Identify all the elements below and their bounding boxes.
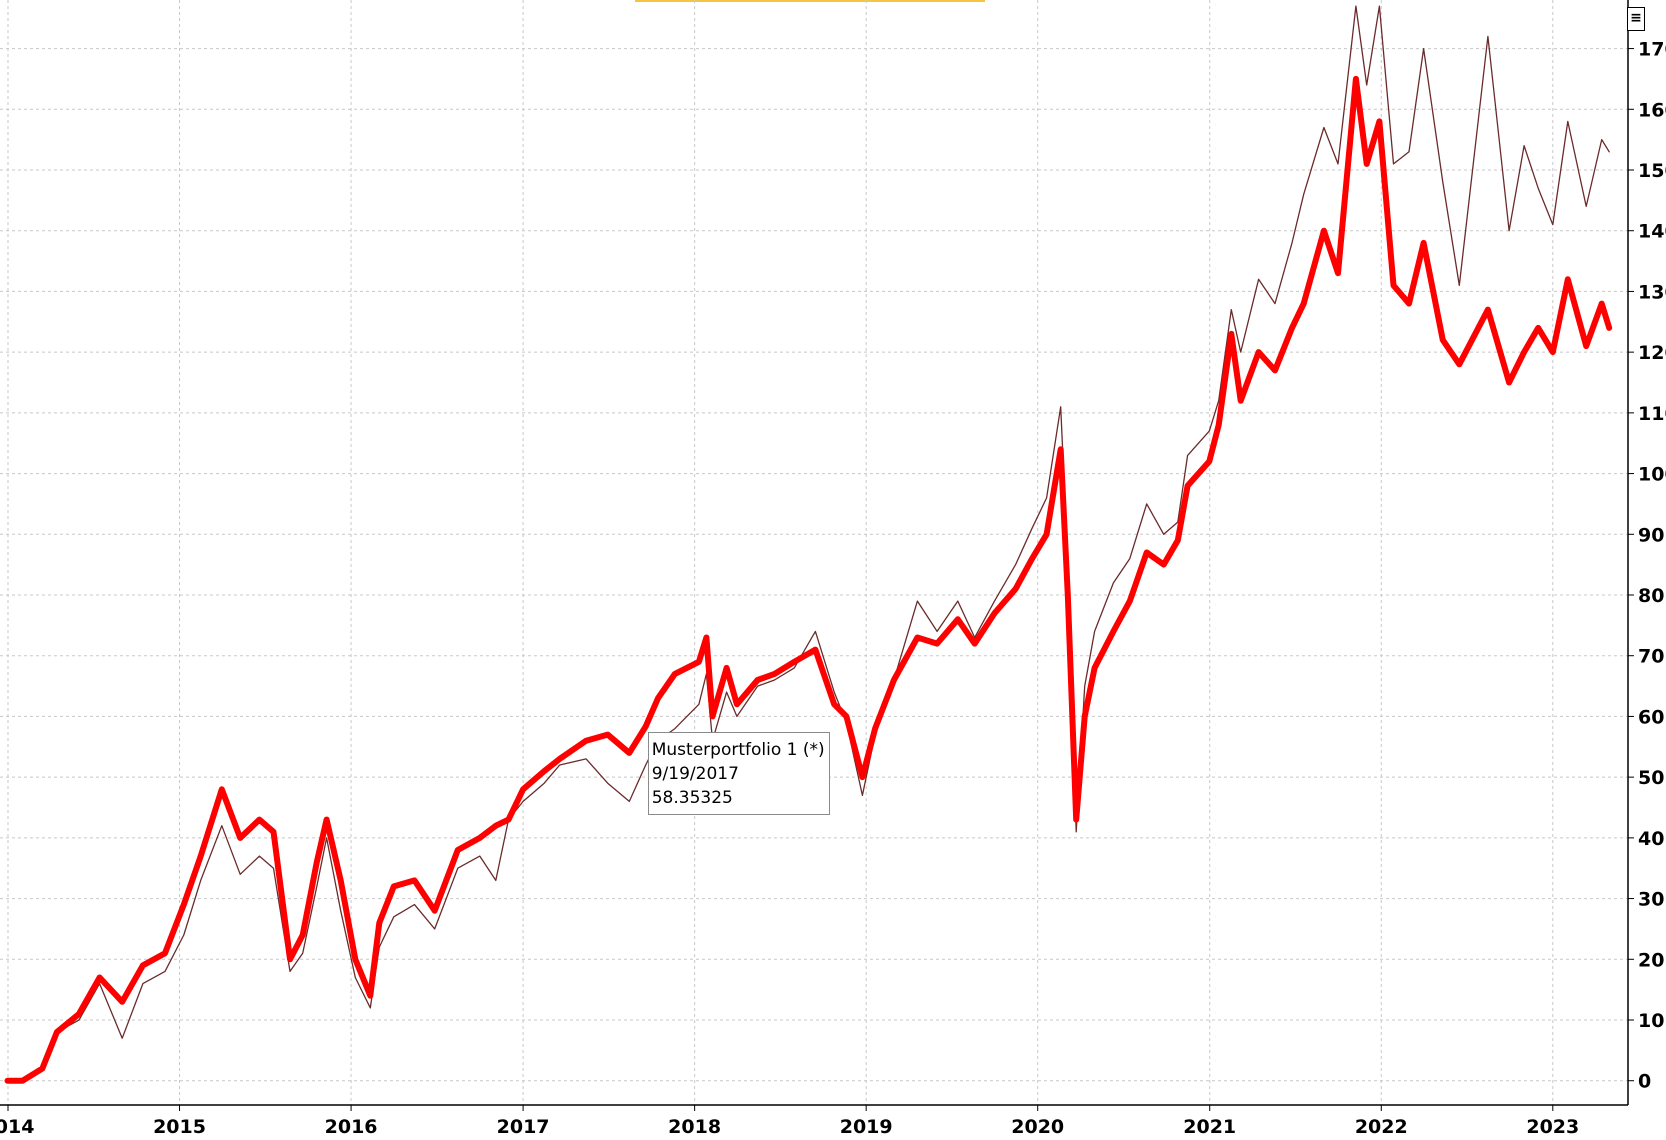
y-tick-label: 160	[1638, 99, 1666, 121]
x-tick-label: 2018	[668, 1116, 721, 1138]
y-tick-label: 30	[1638, 889, 1664, 911]
y-tick-label: 140	[1638, 221, 1666, 243]
tooltip-value: 58.35325	[651, 788, 733, 809]
x-tick-label: 2017	[497, 1116, 550, 1138]
tooltip-date: 9/19/2017	[651, 764, 739, 785]
y-tick-label: 50	[1638, 767, 1664, 789]
benchmark-line	[6, 5, 1610, 1082]
y-tick-label: 20	[1638, 949, 1664, 971]
x-tick-label: 2016	[325, 1116, 378, 1138]
x-tick-label: 2014	[0, 1116, 34, 1138]
y-tick-label: 70	[1638, 646, 1664, 668]
x-tick-label: 2019	[840, 1116, 893, 1138]
chart-menu-button[interactable]: ≡	[1627, 7, 1645, 31]
y-tick-label: 130	[1638, 281, 1666, 303]
y-tick-label: 80	[1638, 585, 1664, 607]
top-accent-bar	[635, 0, 985, 2]
x-tick-label: 2022	[1355, 1116, 1408, 1138]
series-lines	[4, 5, 1613, 1084]
y-tick-label: 10	[1638, 1010, 1664, 1032]
y-tick-label: 110	[1638, 403, 1666, 425]
y-tick-label: 100	[1638, 464, 1666, 486]
y-tick-label: 120	[1638, 342, 1666, 364]
y-tick-label: 170	[1638, 39, 1666, 61]
y-tick-label: 60	[1638, 706, 1664, 728]
x-tick-label: 2015	[153, 1116, 206, 1138]
y-tick-label: 0	[1638, 1071, 1651, 1093]
y-tick-label: 150	[1638, 160, 1666, 182]
portfolio-line	[4, 75, 1613, 1084]
x-tick-label: 2020	[1011, 1116, 1064, 1138]
x-tick-label: 2023	[1526, 1116, 1579, 1138]
hover-tooltip: Musterportfolio 1 (*) 9/19/2017 58.35325	[647, 732, 830, 816]
y-tick-label: 40	[1638, 828, 1664, 850]
y-tick-label: 90	[1638, 524, 1664, 546]
menu-icon: ≡	[1630, 10, 1642, 26]
x-tick-label: 2021	[1183, 1116, 1236, 1138]
tooltip-series-name: Musterportfolio 1 (*)	[651, 740, 825, 761]
